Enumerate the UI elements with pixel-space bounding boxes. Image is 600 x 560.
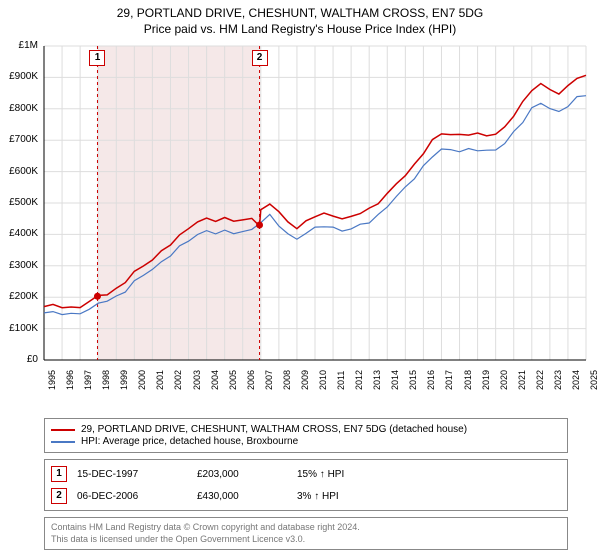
x-tick-label: 2010 bbox=[318, 370, 328, 390]
event-price: £203,000 bbox=[197, 469, 297, 480]
x-tick-label: 1996 bbox=[65, 370, 75, 390]
x-tick-label: 2018 bbox=[463, 370, 473, 390]
x-tick-label: 2005 bbox=[228, 370, 238, 390]
x-tick-label: 2019 bbox=[481, 370, 491, 390]
legend-label: 29, PORTLAND DRIVE, CHESHUNT, WALTHAM CR… bbox=[81, 424, 467, 435]
y-tick-label: £500K bbox=[0, 197, 38, 208]
x-tick-label: 2001 bbox=[155, 370, 165, 390]
legend-item-hpi: HPI: Average price, detached house, Brox… bbox=[51, 436, 561, 447]
event-marker: 1 bbox=[51, 466, 67, 482]
x-tick-label: 2002 bbox=[173, 370, 183, 390]
y-tick-label: £0 bbox=[0, 354, 38, 365]
x-tick-label: 2021 bbox=[517, 370, 527, 390]
y-tick-label: £100K bbox=[0, 323, 38, 334]
chart-title-address: 29, PORTLAND DRIVE, CHESHUNT, WALTHAM CR… bbox=[0, 0, 600, 20]
y-tick-label: £400K bbox=[0, 228, 38, 239]
x-tick-label: 2024 bbox=[571, 370, 581, 390]
y-tick-label: £700K bbox=[0, 134, 38, 145]
chart-area: £0 £100K £200K £300K £400K £500K £600K £700K £80… bbox=[0, 40, 600, 410]
y-tick-label: £300K bbox=[0, 260, 38, 271]
legend-item-price-paid: 29, PORTLAND DRIVE, CHESHUNT, WALTHAM CR… bbox=[51, 424, 561, 435]
x-tick-label: 2013 bbox=[372, 370, 382, 390]
chart-container: 29, PORTLAND DRIVE, CHESHUNT, WALTHAM CR… bbox=[0, 0, 600, 560]
x-tick-label: 2007 bbox=[264, 370, 274, 390]
x-tick-label: 2012 bbox=[354, 370, 364, 390]
x-tick-label: 1995 bbox=[47, 370, 57, 390]
x-tick-label: 2017 bbox=[444, 370, 454, 390]
x-tick-label: 2006 bbox=[246, 370, 256, 390]
event-delta: 3% ↑ HPI bbox=[297, 491, 397, 502]
x-tick-label: 2025 bbox=[589, 370, 599, 390]
event-date: 15-DEC-1997 bbox=[77, 469, 197, 480]
x-tick-label: 2016 bbox=[426, 370, 436, 390]
x-tick-label: 1997 bbox=[83, 370, 93, 390]
legend-label: HPI: Average price, detached house, Brox… bbox=[81, 436, 298, 447]
vline-marker-label: 2 bbox=[252, 50, 268, 66]
vline-marker-label: 1 bbox=[89, 50, 105, 66]
x-tick-label: 2020 bbox=[499, 370, 509, 390]
legend-swatch bbox=[51, 429, 75, 431]
x-tick-label: 2022 bbox=[535, 370, 545, 390]
x-tick-label: 2015 bbox=[408, 370, 418, 390]
event-date: 06-DEC-2006 bbox=[77, 491, 197, 502]
y-tick-label: £900K bbox=[0, 71, 38, 82]
x-tick-label: 2008 bbox=[282, 370, 292, 390]
footer: Contains HM Land Registry data © Crown c… bbox=[44, 517, 568, 550]
chart-svg bbox=[0, 40, 600, 410]
events-table: 1 15-DEC-1997 £203,000 15% ↑ HPI 2 06-DE… bbox=[44, 459, 568, 511]
x-tick-label: 2014 bbox=[390, 370, 400, 390]
y-tick-label: £600K bbox=[0, 166, 38, 177]
event-delta: 15% ↑ HPI bbox=[297, 469, 397, 480]
legend-swatch bbox=[51, 441, 75, 443]
y-tick-label: £200K bbox=[0, 291, 38, 302]
y-tick-label: £800K bbox=[0, 103, 38, 114]
x-tick-label: 1998 bbox=[101, 370, 111, 390]
event-price: £430,000 bbox=[197, 491, 297, 502]
chart-subtitle: Price paid vs. HM Land Registry's House … bbox=[0, 20, 600, 40]
x-tick-label: 1999 bbox=[119, 370, 129, 390]
footer-line1: Contains HM Land Registry data © Crown c… bbox=[51, 522, 561, 534]
x-tick-label: 2009 bbox=[300, 370, 310, 390]
x-tick-label: 2003 bbox=[192, 370, 202, 390]
x-tick-label: 2011 bbox=[336, 371, 346, 390]
x-tick-label: 2023 bbox=[553, 370, 563, 390]
event-marker: 2 bbox=[51, 488, 67, 504]
x-tick-label: 2000 bbox=[137, 370, 147, 390]
x-tick-label: 2004 bbox=[210, 370, 220, 390]
footer-line2: This data is licensed under the Open Gov… bbox=[51, 534, 561, 546]
legend: 29, PORTLAND DRIVE, CHESHUNT, WALTHAM CR… bbox=[44, 418, 568, 453]
y-tick-label: £1M bbox=[0, 40, 38, 51]
